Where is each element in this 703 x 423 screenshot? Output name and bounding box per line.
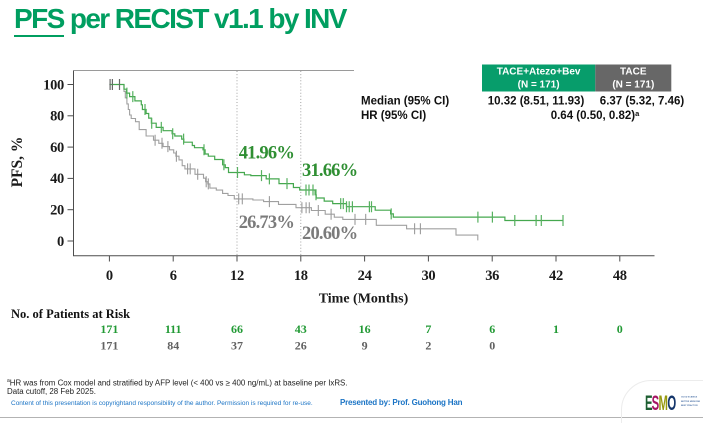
svg-text:6: 6 bbox=[170, 268, 177, 284]
svg-text:0: 0 bbox=[489, 338, 495, 352]
svg-text:0.64 (0.50, 0.82)a: 0.64 (0.50, 0.82)a bbox=[551, 109, 640, 122]
svg-text:7: 7 bbox=[425, 322, 431, 336]
svg-text:84: 84 bbox=[167, 338, 179, 352]
svg-text:26: 26 bbox=[295, 338, 307, 352]
svg-text:O: O bbox=[667, 391, 676, 415]
svg-text:48: 48 bbox=[613, 268, 627, 284]
svg-text:20: 20 bbox=[50, 203, 64, 219]
svg-text:6.37 (5.32, 7.46): 6.37 (5.32, 7.46) bbox=[600, 96, 685, 108]
svg-text:6: 6 bbox=[489, 322, 495, 336]
svg-text:E: E bbox=[645, 391, 653, 415]
svg-text:20.60%: 20.60% bbox=[302, 224, 357, 244]
svg-text:(N = 171): (N = 171) bbox=[612, 79, 654, 90]
svg-text:37: 37 bbox=[231, 338, 243, 352]
svg-text:171: 171 bbox=[100, 322, 118, 336]
svg-text:(N = 171): (N = 171) bbox=[518, 79, 560, 90]
svg-text:12: 12 bbox=[230, 268, 244, 284]
svg-text:9: 9 bbox=[362, 338, 368, 352]
svg-text:100: 100 bbox=[43, 77, 64, 93]
svg-text:24: 24 bbox=[358, 268, 372, 284]
svg-text:26.73%: 26.73% bbox=[239, 213, 294, 233]
svg-text:1: 1 bbox=[553, 322, 559, 336]
svg-text:66: 66 bbox=[231, 322, 243, 336]
svg-text:18: 18 bbox=[294, 268, 308, 284]
svg-text:31.66%: 31.66% bbox=[302, 161, 357, 181]
svg-text:171: 171 bbox=[100, 338, 118, 352]
svg-text:PFS, %: PFS, % bbox=[9, 137, 26, 188]
svg-text:10.32 (8.51, 11.93): 10.32 (8.51, 11.93) bbox=[488, 96, 585, 108]
svg-text:TACE+Atezo+Bev: TACE+Atezo+Bev bbox=[497, 67, 581, 78]
svg-text:Time (Months): Time (Months) bbox=[319, 292, 409, 307]
svg-text:S: S bbox=[652, 391, 660, 415]
svg-text:GOOD SCIENCE: GOOD SCIENCE bbox=[681, 397, 698, 399]
svg-text:41.96%: 41.96% bbox=[239, 144, 294, 164]
svg-text:Median (95% CI): Median (95% CI) bbox=[361, 96, 449, 108]
svg-text:M: M bbox=[659, 391, 668, 415]
svg-text:43: 43 bbox=[295, 322, 307, 336]
svg-text:40: 40 bbox=[50, 171, 64, 187]
svg-text:TACE: TACE bbox=[620, 67, 647, 78]
svg-text:36: 36 bbox=[485, 268, 499, 284]
svg-text:HR (95% CI): HR (95% CI) bbox=[361, 110, 426, 122]
svg-text:60: 60 bbox=[50, 140, 64, 156]
svg-text:16: 16 bbox=[359, 322, 371, 336]
svg-text:111: 111 bbox=[165, 322, 182, 336]
svg-text:BETTER MEDICINE: BETTER MEDICINE bbox=[681, 401, 701, 403]
svg-text:BEST PRACTICE: BEST PRACTICE bbox=[681, 404, 698, 407]
svg-text:No. of Patients at Risk: No. of Patients at Risk bbox=[11, 307, 130, 321]
svg-text:0: 0 bbox=[106, 268, 113, 284]
svg-text:80: 80 bbox=[50, 109, 64, 125]
svg-text:0: 0 bbox=[617, 322, 623, 336]
svg-text:2: 2 bbox=[425, 338, 431, 352]
svg-text:42: 42 bbox=[549, 268, 563, 284]
svg-text:0: 0 bbox=[57, 234, 64, 250]
svg-text:30: 30 bbox=[421, 268, 435, 284]
